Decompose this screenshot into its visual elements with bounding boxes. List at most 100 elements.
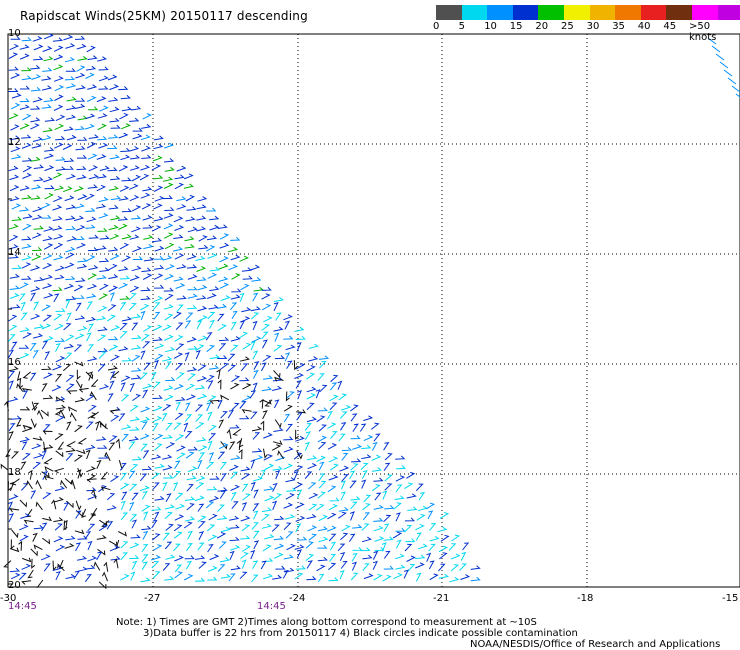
- wind-barb: [132, 127, 143, 132]
- wind-barb: [218, 276, 229, 282]
- wind-barb: [0, 463, 9, 471]
- wind-barb: [470, 576, 481, 582]
- wind-barb: [109, 540, 118, 547]
- wind-barb: [85, 371, 94, 380]
- wind-barb: [142, 389, 149, 399]
- wind-barb: [118, 282, 129, 290]
- wind-barb: [286, 543, 296, 551]
- wind-barb: [283, 436, 294, 441]
- wind-barb: [449, 576, 460, 583]
- wind-barb: [119, 302, 127, 311]
- wind-barb: [98, 75, 109, 82]
- wind-barb: [350, 413, 358, 422]
- wind-barb: [121, 208, 133, 213]
- wind-barb: [393, 572, 403, 580]
- wind-barb: [152, 302, 161, 311]
- wind-barb: [120, 375, 131, 382]
- wind-barb: [217, 379, 222, 390]
- wind-barb: [176, 452, 186, 460]
- wind-barb: [350, 511, 355, 521]
- wind-barb: [87, 323, 94, 333]
- wind-barb: [43, 176, 53, 183]
- wind-barb: [129, 234, 140, 240]
- wind-barb: [108, 97, 119, 102]
- wind-barb: [151, 225, 162, 232]
- wind-barb: [351, 553, 358, 562]
- wind-barb: [129, 285, 140, 293]
- wind-barb: [194, 577, 206, 582]
- wind-barb: [66, 173, 76, 180]
- wind-barb: [241, 524, 251, 532]
- wind-barb: [317, 435, 328, 443]
- wind-barb: [207, 486, 218, 491]
- scale-swatch-8: [640, 5, 667, 20]
- wind-barb: [184, 431, 193, 439]
- wind-barb: [719, 61, 729, 69]
- wind-barb: [241, 502, 248, 512]
- wind-barb: [151, 454, 162, 460]
- wind-barb: [66, 312, 72, 322]
- wind-barb: [16, 383, 24, 392]
- wind-barb: [54, 338, 66, 342]
- wind-barb: [64, 195, 75, 202]
- wind-barb: [273, 370, 281, 379]
- wind-barb: [273, 297, 284, 302]
- wind-barb: [41, 365, 52, 370]
- wind-barb: [29, 342, 37, 352]
- wind-barb: [129, 416, 141, 422]
- wind-barb: [86, 141, 97, 149]
- wind-barb: [152, 394, 163, 399]
- wind-barb: [140, 164, 151, 171]
- wind-barb: [57, 441, 64, 450]
- wind-barb: [308, 503, 318, 511]
- wind-barb: [242, 493, 251, 501]
- wind-barb: [75, 103, 86, 109]
- wind-barb: [207, 272, 218, 279]
- wind-barb: [108, 336, 119, 341]
- wind-barb: [19, 352, 30, 359]
- lat-label-12: 12: [8, 137, 21, 148]
- wind-barb: [261, 507, 273, 513]
- wind-barb: [174, 531, 183, 539]
- wind-barb: [296, 412, 303, 421]
- wind-barb: [187, 293, 198, 299]
- wind-barb: [11, 451, 20, 459]
- wind-barb: [19, 436, 30, 443]
- wind-barb: [340, 560, 348, 569]
- wind-barb: [294, 544, 305, 550]
- wind-barb: [63, 165, 74, 170]
- wind-barb: [119, 322, 128, 331]
- wind-barb: [217, 313, 225, 322]
- wind-barb: [32, 35, 43, 42]
- wind-barb: [240, 515, 251, 522]
- wind-barb: [9, 196, 20, 202]
- wind-barb: [44, 185, 55, 190]
- wind-barb: [329, 463, 339, 471]
- wind-barb: [162, 434, 173, 439]
- wind-barb: [119, 295, 130, 300]
- wind-barb: [41, 104, 52, 109]
- wind-barb: [151, 519, 158, 529]
- wind-barb: [293, 465, 304, 472]
- wind-barb: [22, 157, 33, 162]
- wind-barb: [98, 524, 108, 532]
- scale-swatch-3: [512, 5, 539, 20]
- wind-barb: [209, 399, 220, 405]
- wind-barb: [76, 165, 87, 171]
- wind-barb: [373, 477, 384, 482]
- wind-barb: [338, 393, 348, 401]
- wind-barb: [206, 293, 217, 299]
- wind-barb: [272, 482, 278, 492]
- wind-barb: [141, 561, 148, 571]
- wind-barb: [217, 564, 226, 572]
- wind-barb: [240, 466, 251, 472]
- wind-barb: [164, 313, 174, 321]
- wind-barb: [52, 560, 57, 571]
- wind-barb: [75, 277, 86, 283]
- wind-barb: [175, 434, 185, 442]
- wind-barb: [207, 380, 214, 390]
- wind-barb: [406, 471, 416, 479]
- wind-barb: [428, 560, 435, 570]
- wind-barb: [117, 216, 129, 221]
- wind-barb: [120, 500, 126, 510]
